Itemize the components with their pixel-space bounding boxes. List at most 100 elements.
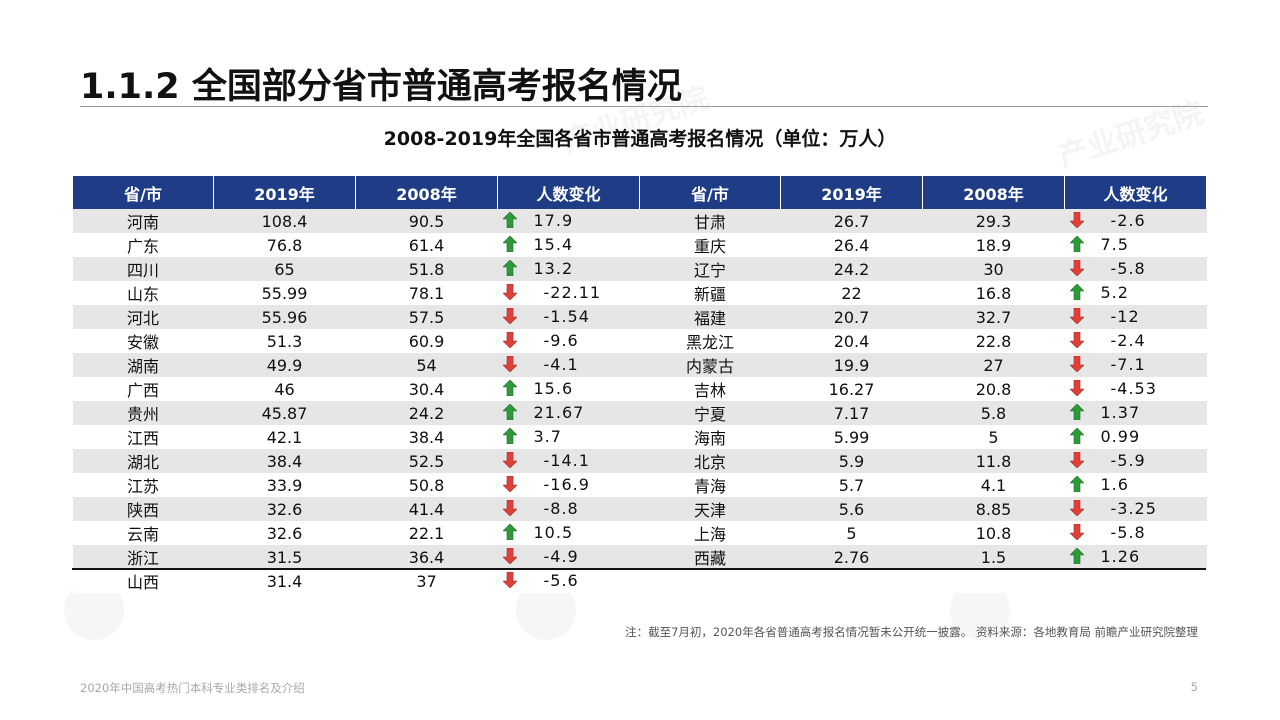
change-cell: -5.6: [497, 569, 640, 593]
value-2019-cell: 20.4: [780, 329, 923, 353]
value-2008-cell: 37: [355, 569, 498, 593]
footer-report-title: 2020年中国高考热门本科专业类排名及介绍: [80, 681, 305, 695]
change-value: 5.2: [1100, 283, 1129, 302]
value-2008-cell: 52.5: [355, 449, 498, 473]
province-cell: 吉林: [639, 377, 781, 401]
province-cell: 内蒙古: [639, 353, 781, 377]
change-cell: 0.99: [1064, 425, 1207, 449]
change-cell: -2.4: [1064, 329, 1207, 353]
change-cell: 7.5: [1064, 233, 1207, 257]
value-2019-cell: 49.9: [213, 353, 356, 377]
down-arrow-icon: [1068, 451, 1085, 469]
province-cell: 陕西: [72, 497, 214, 521]
up-arrow-icon: [501, 259, 518, 277]
value-2019-cell: 55.96: [213, 305, 356, 329]
down-arrow-icon: [501, 475, 518, 493]
up-arrow-icon: [1068, 283, 1085, 301]
change-cell: 5.2: [1064, 281, 1207, 305]
down-arrow-icon: [501, 451, 518, 469]
change-value: 15.4: [533, 235, 574, 254]
change-cell: 15.4: [497, 233, 640, 257]
change-value: 21.67: [533, 403, 585, 422]
change-value: 13.2: [533, 259, 574, 278]
province-cell: 湖南: [72, 353, 214, 377]
change-cell: -9.6: [497, 329, 640, 353]
value-2008-cell: 41.4: [355, 497, 498, 521]
change-cell: 1.26: [1064, 545, 1207, 569]
province-cell: 福建: [639, 305, 781, 329]
up-arrow-icon: [501, 211, 518, 229]
value-2019-cell: 5.9: [780, 449, 923, 473]
change-cell: 17.9: [497, 209, 640, 233]
value-2008-cell: 57.5: [355, 305, 498, 329]
change-value: 0.99: [1100, 427, 1141, 446]
table-row: 贵州 45.87 24.2 21.67 宁夏 7.17 5.8 1.37: [72, 401, 1207, 425]
down-arrow-icon: [501, 571, 518, 589]
value-2008-cell: 8.85: [922, 497, 1065, 521]
value-2008-cell: 29.3: [922, 209, 1065, 233]
change-value: 15.6: [533, 379, 574, 398]
province-cell: 海南: [639, 425, 781, 449]
change-value: 1.6: [1100, 475, 1129, 494]
value-2019-cell: 46: [213, 377, 356, 401]
value-2008-cell: 60.9: [355, 329, 498, 353]
value-2019-cell: 19.9: [780, 353, 923, 377]
table-row: 云南 32.6 22.1 10.5 上海 5 10.8 -5.8: [72, 521, 1207, 545]
change-cell: -4.9: [497, 545, 640, 569]
change-value: -4.9: [543, 547, 579, 566]
column-header: 2019年: [213, 176, 356, 209]
down-arrow-icon: [501, 355, 518, 373]
table-row: 河南 108.4 90.5 17.9 甘肃 26.7 29.3 -2.6: [72, 209, 1207, 233]
change-cell: -8.8: [497, 497, 640, 521]
value-2019-cell: 26.4: [780, 233, 923, 257]
down-arrow-icon: [1068, 307, 1085, 325]
up-arrow-icon: [501, 523, 518, 541]
up-arrow-icon: [501, 379, 518, 397]
change-value: -2.6: [1110, 211, 1146, 230]
change-cell: -14.1: [497, 449, 640, 473]
value-2019-cell: 51.3: [213, 329, 356, 353]
change-value: 17.9: [533, 211, 574, 230]
page-number: 5: [1190, 680, 1198, 694]
change-cell: -22.11: [497, 281, 640, 305]
down-arrow-icon: [1068, 211, 1085, 229]
title-divider: [80, 106, 1208, 107]
value-2008-cell: 1.5: [922, 545, 1065, 569]
change-value: -14.1: [543, 451, 590, 470]
value-2008-cell: 30.4: [355, 377, 498, 401]
down-arrow-icon: [501, 283, 518, 301]
change-value: 1.37: [1100, 403, 1141, 422]
value-2019-cell: 32.6: [213, 497, 356, 521]
change-value: -3.25: [1110, 499, 1157, 518]
up-arrow-icon: [1068, 403, 1085, 421]
up-arrow-icon: [501, 427, 518, 445]
value-2019-cell: 26.7: [780, 209, 923, 233]
down-arrow-icon: [1068, 259, 1085, 277]
down-arrow-icon: [1068, 355, 1085, 373]
up-arrow-icon: [1068, 475, 1085, 493]
value-2019-cell: 20.7: [780, 305, 923, 329]
change-value: -12: [1110, 307, 1140, 326]
value-2008-cell: 22.8: [922, 329, 1065, 353]
change-cell: 21.67: [497, 401, 640, 425]
value-2008-cell: 11.8: [922, 449, 1065, 473]
value-2019-cell: 65: [213, 257, 356, 281]
change-value: 3.7: [533, 427, 562, 446]
value-2019-cell: 38.4: [213, 449, 356, 473]
value-2008-cell: 22.1: [355, 521, 498, 545]
page-title: 1.1.2 全国部分省市普通高考报名情况: [80, 67, 682, 107]
table-body: 河南 108.4 90.5 17.9 甘肃 26.7 29.3 -2.6 广东 76.8 61.4 1…: [72, 209, 1207, 593]
province-cell: 天津: [639, 497, 781, 521]
change-cell: -1.54: [497, 305, 640, 329]
value-2008-cell: 78.1: [355, 281, 498, 305]
source-note: 注：截至7月初，2020年各省普通高考报名情况暂未公开统一披露。 资料来源：各地…: [625, 625, 1198, 639]
province-cell: 贵州: [72, 401, 214, 425]
down-arrow-icon: [1068, 331, 1085, 349]
change-value: -5.8: [1110, 523, 1146, 542]
province-cell: 广东: [72, 233, 214, 257]
value-2008-cell: 32.7: [922, 305, 1065, 329]
table-row: 江西 42.1 38.4 3.7 海南 5.99 5 0.99: [72, 425, 1207, 449]
table-row: 广西 46 30.4 15.6 吉林 16.27 20.8 -4.53: [72, 377, 1207, 401]
change-cell: -5.8: [1064, 257, 1207, 281]
change-cell: 10.5: [497, 521, 640, 545]
